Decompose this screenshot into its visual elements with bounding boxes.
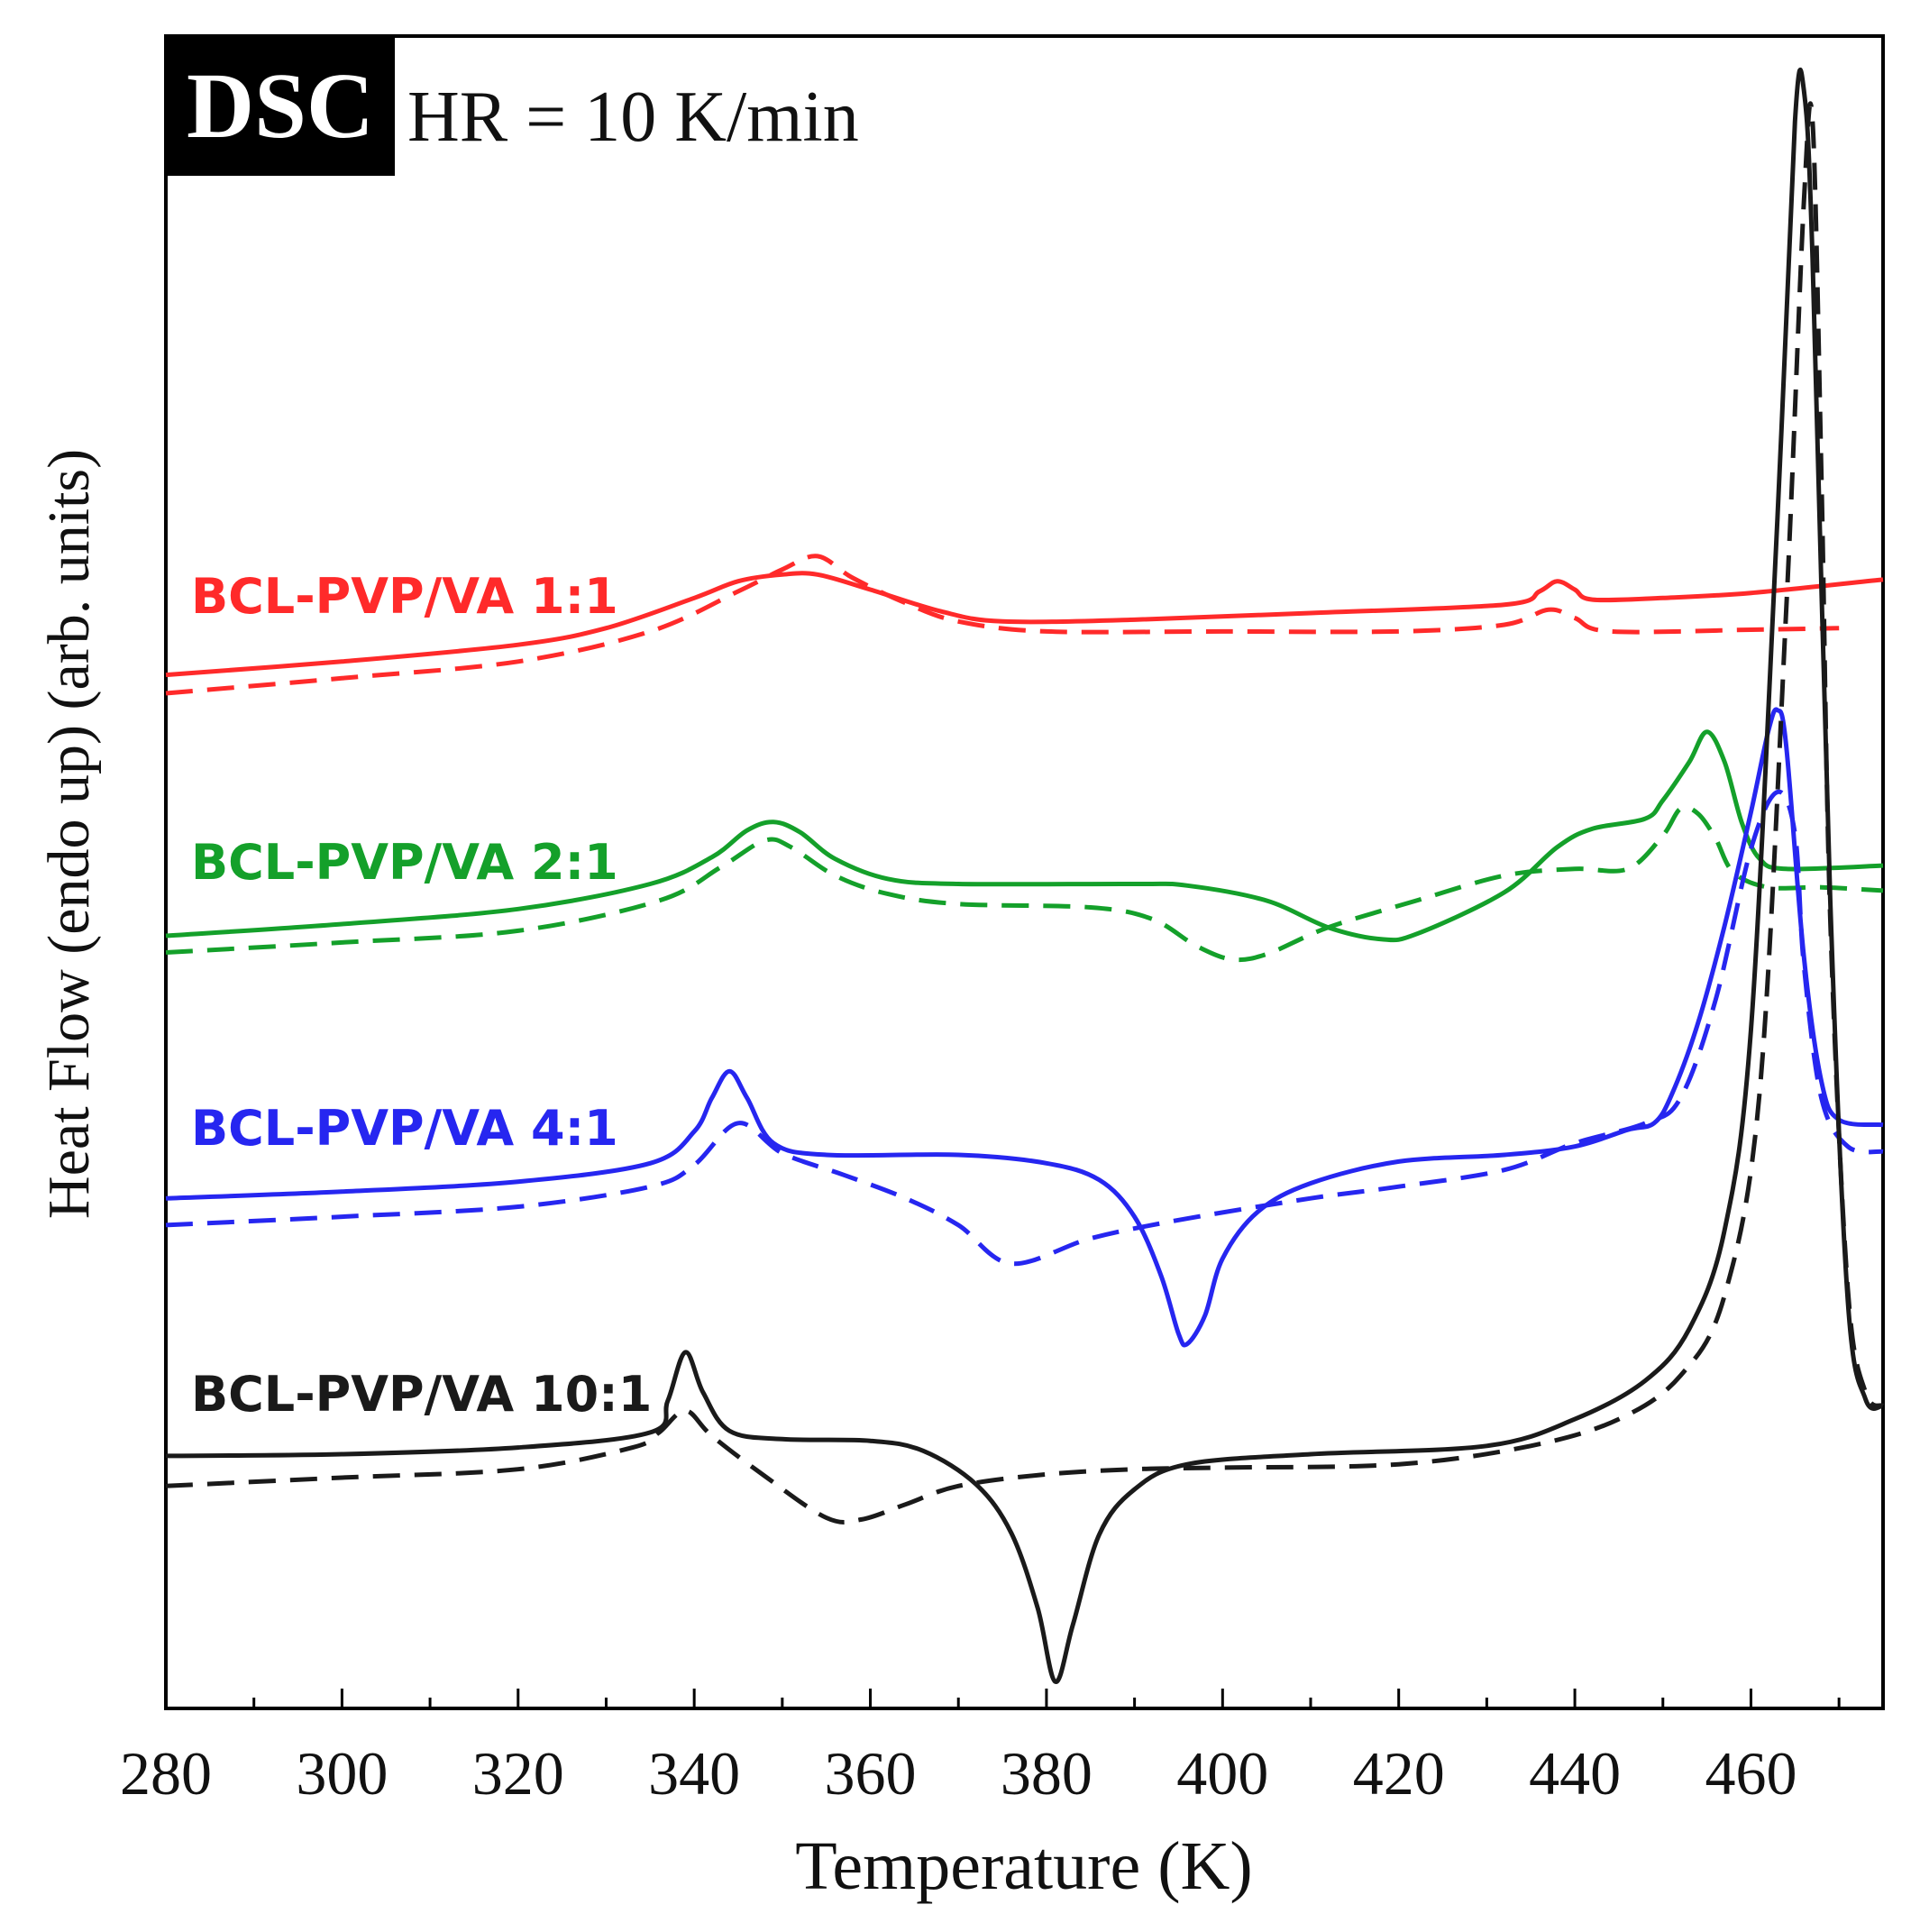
- x-tick-label: 320: [472, 1739, 564, 1808]
- panel-tag-box: [166, 36, 395, 176]
- x-tick-label: 300: [296, 1739, 388, 1808]
- y-axis-label: Heat Flow (endo up) (arb. units): [36, 449, 102, 1219]
- series-label: BCL-PVP/VA 1:1: [191, 568, 618, 625]
- x-tick-label: 340: [648, 1739, 740, 1808]
- x-tick-label: 400: [1176, 1739, 1268, 1808]
- x-axis-tick-labels: 280 300 320 340 360 380 400 420 440 460: [120, 1739, 1797, 1808]
- x-tick-label: 440: [1529, 1739, 1621, 1808]
- series-label: BCL-PVP/VA 2:1: [191, 834, 618, 891]
- series-label: BCL-PVP/VA 10:1: [191, 1366, 652, 1423]
- series-line-3: [165, 729, 1884, 943]
- series-line-8: [165, 101, 1885, 1525]
- x-tick-label: 420: [1353, 1739, 1445, 1808]
- series-labels: BCL-PVP/VA 1:1 BCL-PVP/VA 2:1 BCL-PVP/VA 4…: [191, 568, 652, 1423]
- panel-tag: DSC: [187, 54, 374, 158]
- x-tick-label: 460: [1705, 1739, 1797, 1808]
- x-axis-ticks: [164, 1689, 1841, 1708]
- chart-subtitle: HR = 10 K/min: [407, 78, 859, 157]
- series-line-1: [165, 571, 1884, 678]
- series-line-2: [165, 554, 1840, 696]
- series-curves: [165, 68, 1885, 1684]
- x-tick-label: 380: [1001, 1739, 1093, 1808]
- series-label: BCL-PVP/VA 4:1: [191, 1100, 618, 1157]
- series-line-5: [165, 707, 1884, 1348]
- plot-frame: [164, 34, 1885, 1710]
- x-tick-label: 280: [120, 1739, 212, 1808]
- x-tick-label: 360: [825, 1739, 917, 1808]
- series-line-6: [165, 789, 1884, 1267]
- series-line-4: [165, 804, 1884, 963]
- series-line-7: [165, 68, 1884, 1684]
- x-axis-label: Temperature (K): [795, 1828, 1252, 1904]
